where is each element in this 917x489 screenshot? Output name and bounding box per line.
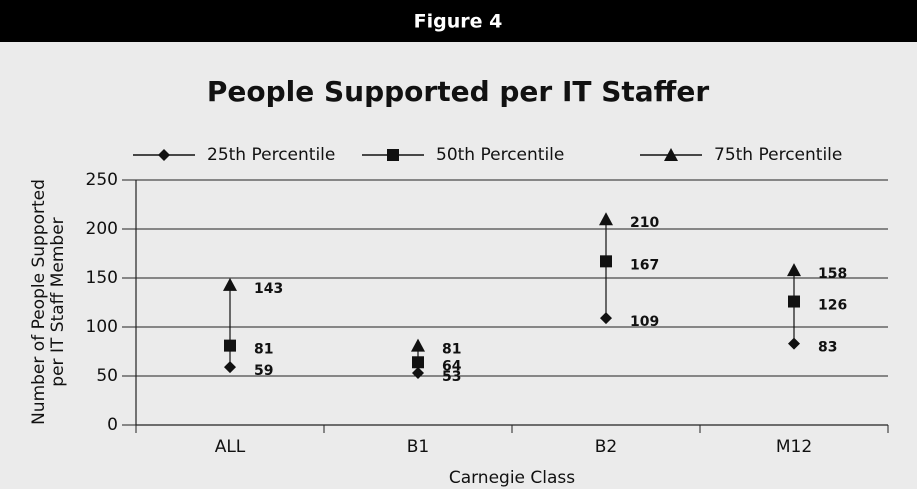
marker-square — [412, 356, 424, 369]
legend-label: 75th Percentile — [714, 145, 842, 165]
figure-label: Figure 4 — [414, 11, 503, 33]
data-label: 143 — [254, 281, 283, 297]
marker-triangle — [411, 338, 425, 352]
marker-triangle — [664, 148, 678, 161]
data-label: 167 — [630, 257, 659, 273]
data-label: 210 — [630, 215, 659, 231]
x-tick-label: B1 — [407, 437, 429, 457]
y-axis-label: Number of People Supported per IT Staff … — [29, 179, 68, 425]
chart-title: People Supported per IT Staffer — [207, 75, 709, 108]
marker-diamond — [158, 149, 170, 161]
data-label: 126 — [818, 298, 847, 314]
y-axis-label-line: Number of People Supported — [29, 179, 49, 425]
marker-diamond — [224, 361, 236, 374]
data-label: 158 — [818, 266, 847, 282]
data-label: 109 — [630, 314, 659, 330]
y-tick-label: 100 — [86, 317, 118, 337]
data-label: 64 — [442, 358, 462, 374]
marker-square — [224, 339, 236, 352]
data-label: 59 — [254, 363, 273, 379]
marker-diamond — [412, 367, 424, 380]
y-tick-label: 50 — [96, 366, 118, 386]
data-label: 83 — [818, 340, 837, 356]
marker-triangle — [787, 263, 801, 277]
x-tick-label: M12 — [776, 437, 812, 457]
marker-triangle — [599, 212, 613, 226]
x-axis-label: Carnegie Class — [449, 468, 575, 488]
y-tick-label: 200 — [86, 219, 118, 239]
y-tick-label: 0 — [107, 415, 118, 435]
marker-square — [600, 255, 612, 268]
data-label: 81 — [442, 342, 461, 358]
marker-square — [387, 149, 399, 161]
data-label: 53 — [442, 369, 461, 385]
legend-label: 25th Percentile — [207, 145, 335, 165]
data-label: 81 — [254, 342, 273, 358]
marker-triangle — [223, 277, 237, 291]
y-tick-label: 250 — [86, 170, 118, 190]
marker-diamond — [600, 312, 612, 325]
legend-label: 50th Percentile — [436, 145, 564, 165]
marker-square — [788, 295, 800, 308]
y-tick-label: 150 — [86, 268, 118, 288]
x-tick-label: B2 — [595, 437, 617, 457]
marker-diamond — [788, 337, 800, 350]
header-bar — [0, 0, 917, 42]
x-tick-label: ALL — [215, 437, 246, 457]
y-axis-label-line: per IT Staff Member — [48, 217, 68, 386]
